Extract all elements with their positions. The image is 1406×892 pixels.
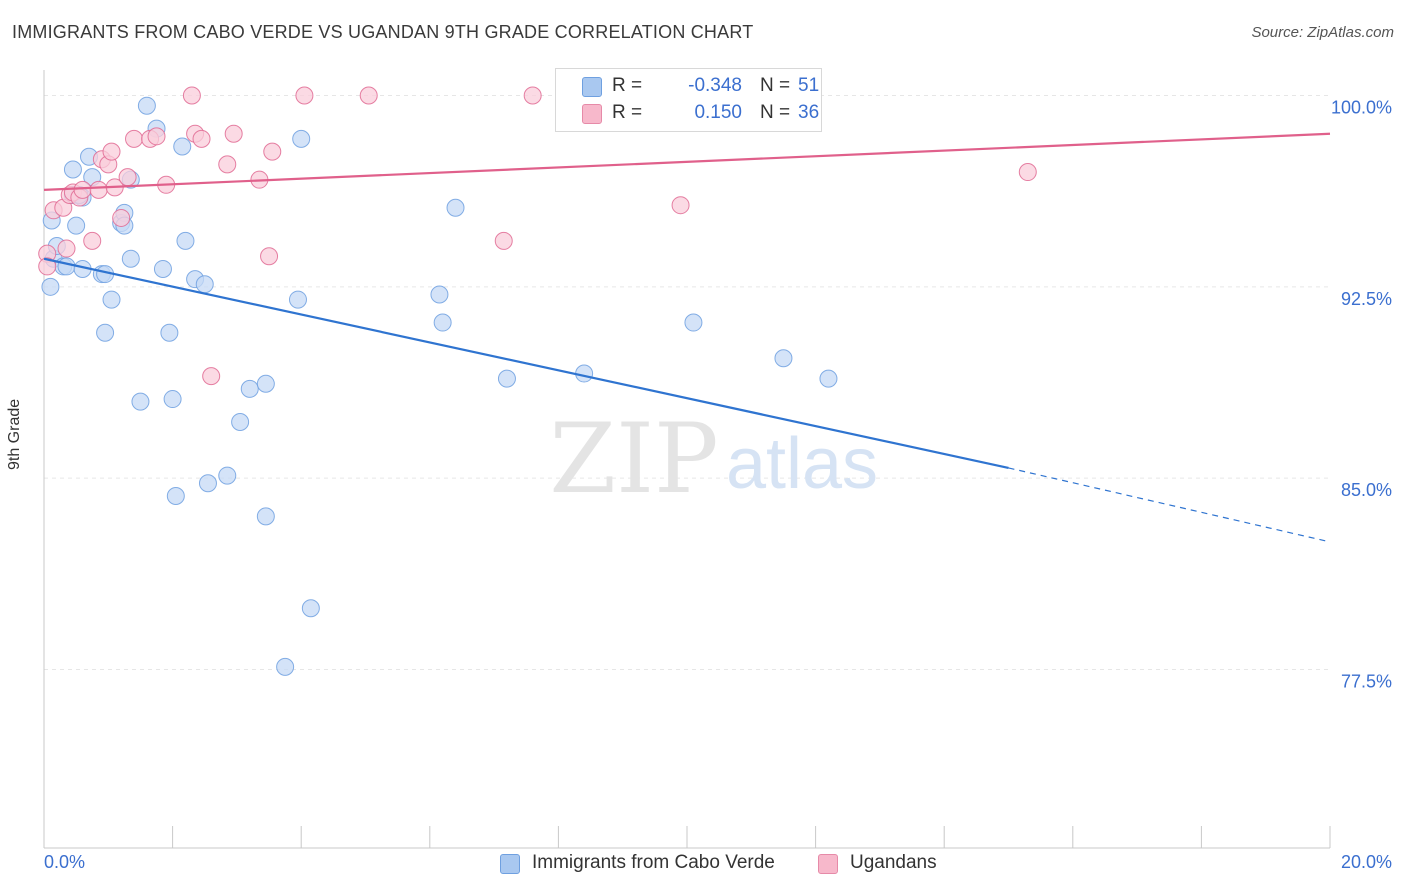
ugandans-point	[118, 168, 137, 187]
legend-r-label: R =	[612, 75, 643, 96]
cabo-verde-point	[819, 369, 838, 388]
bottom-legend-swatch-ugandans	[818, 854, 838, 874]
ugandans-trend-line	[43, 132, 1331, 191]
ugandans-point	[295, 86, 314, 105]
y-tick-label: 85.0%	[1341, 480, 1392, 500]
cabo-verde-point	[173, 137, 192, 156]
cabo-verde-point	[276, 657, 295, 676]
bottom-legend-swatch-cabo-verde	[500, 854, 520, 874]
ugandans-point	[202, 367, 221, 386]
ugandans-point	[1018, 163, 1037, 182]
cabo-verde-point	[256, 507, 275, 526]
ugandans-point	[218, 155, 237, 174]
cabo-verde-point	[774, 349, 793, 368]
cabo-verde-point	[160, 323, 179, 342]
cabo-verde-point	[218, 466, 237, 485]
cabo-verde-point	[240, 379, 259, 398]
cabo-verde-point	[163, 390, 182, 409]
cabo-verde-point	[292, 129, 311, 148]
source-label: Source: ZipAtlas.com	[1251, 24, 1394, 41]
data-points	[38, 86, 1037, 676]
cabo-verde-point	[497, 369, 516, 388]
cabo-verde-point	[176, 231, 195, 250]
cabo-verde-point	[102, 290, 121, 309]
cabo-verde-point	[121, 249, 140, 268]
ugandans-point	[671, 196, 690, 215]
legend-r-label: R =	[612, 102, 643, 123]
cabo-verde-point	[63, 160, 82, 179]
ugandans-point	[359, 86, 378, 105]
cabo-verde-point	[198, 474, 217, 493]
legend-n-value: 51	[798, 75, 820, 96]
bottom-legend-label-cabo-verde: Immigrants from Cabo Verde	[532, 852, 775, 873]
ugandans-point	[125, 129, 144, 148]
watermark-zip: ZIP	[549, 403, 718, 515]
cabo-verde-point	[96, 323, 115, 342]
cabo-verde-point	[131, 392, 150, 411]
cabo-verde-point	[430, 285, 449, 304]
cabo-verde-point	[433, 313, 452, 332]
y-tick-label: 77.5%	[1341, 671, 1392, 691]
watermark-atlas: atlas	[726, 424, 878, 504]
cabo-verde-point	[684, 313, 703, 332]
tick-labels: 77.5% 85.0% 92.5% 100.0% 0.0% 20.0%	[44, 98, 1392, 872]
ugandans-point	[83, 231, 102, 250]
cabo-verde-point	[301, 599, 320, 618]
cabo-verde-point	[67, 216, 86, 235]
legend-r-value: -0.348	[688, 75, 742, 96]
bottom-legend-label-ugandans: Ugandans	[850, 852, 937, 873]
x-tick-label-max: 20.0%	[1341, 852, 1392, 872]
legend-n-value: 36	[798, 102, 820, 123]
y-tick-label: 92.5%	[1341, 289, 1392, 309]
ugandans-point	[494, 231, 513, 250]
ugandans-point	[182, 86, 201, 105]
ugandans-point	[260, 247, 279, 266]
cabo-verde-point	[166, 486, 185, 505]
legend-swatch-cabo-verde	[582, 77, 602, 97]
chart-title: IMMIGRANTS FROM CABO VERDE VS UGANDAN 9T…	[12, 22, 754, 42]
cabo-verde-point	[41, 277, 60, 296]
ugandans-point	[192, 129, 211, 148]
x-tick-label-min: 0.0%	[44, 852, 85, 872]
ugandans-point	[523, 86, 542, 105]
cabo-verde-point	[137, 96, 156, 115]
legend-n-label: N =	[760, 75, 791, 96]
ugandans-point	[263, 142, 282, 161]
ugandans-point	[147, 127, 166, 146]
y-tick-label: 100.0%	[1331, 98, 1392, 118]
trend-lines	[43, 132, 1331, 543]
ugandans-point	[38, 257, 57, 276]
watermark: ZIP atlas	[549, 403, 878, 515]
cabo-verde-trend-line	[43, 257, 1009, 470]
legend-swatch-ugandans	[582, 104, 602, 124]
axes	[43, 70, 1331, 849]
ugandans-point	[57, 239, 76, 258]
cabo-verde-point	[231, 413, 250, 432]
ugandans-point	[102, 142, 121, 161]
ugandans-point	[73, 180, 92, 199]
cabo-verde-point	[446, 198, 465, 217]
cabo-verde-point	[195, 275, 214, 294]
ugandans-point	[89, 180, 108, 199]
ugandans-point	[112, 208, 131, 227]
stats-legend: R = -0.348 N = 51 R = 0.150 N = 36	[555, 68, 822, 132]
cabo-verde-point	[288, 290, 307, 309]
ugandans-point	[224, 124, 243, 143]
legend-n-label: N =	[760, 102, 791, 123]
legend-r-value: 0.150	[694, 102, 742, 123]
cabo-verde-point	[57, 257, 76, 276]
cabo-verde-point	[153, 259, 172, 278]
cabo-verde-point	[256, 374, 275, 393]
cabo-verde-trend-line-extension	[1008, 467, 1331, 543]
